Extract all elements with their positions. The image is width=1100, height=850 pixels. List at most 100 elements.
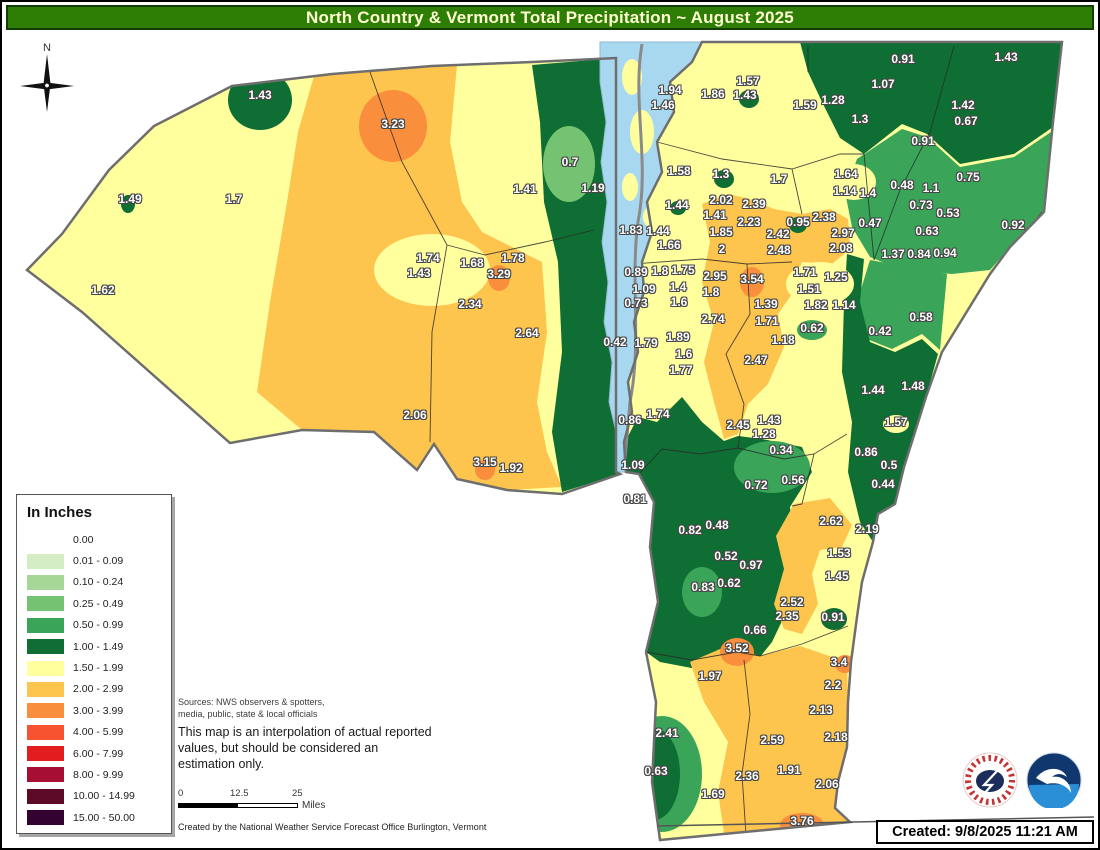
region-vt-east-green (842, 254, 938, 542)
compass-rose: N (18, 40, 76, 121)
region-dot-13 (714, 170, 734, 188)
legend-label: 15.00 - 50.00 (73, 811, 135, 824)
region-ny-pale-patch (374, 234, 490, 306)
legend-swatch (27, 660, 64, 676)
created-timestamp-box: Created: 9/8/2025 11:21 AM (876, 820, 1094, 844)
region-dot-066 (744, 624, 764, 648)
region-pale-157 (883, 415, 909, 433)
compass-n-label: N (43, 42, 51, 54)
scale-bar: 0 12.5 25 Miles (178, 788, 325, 811)
legend-row: 0.10 - 0.24 (27, 572, 163, 593)
ny-county-lines (369, 71, 595, 443)
disclaimer-note: This map is an interpolation of actual r… (178, 724, 432, 772)
legend-row: 6.00 - 7.99 (27, 743, 163, 764)
legend-panel: In Inches 0.00 0.01 - 0.09 0.10 - 0.24 0.25… (16, 494, 172, 834)
legend-row: 0.50 - 0.99 (27, 615, 163, 636)
legend-label: 8.00 - 9.99 (73, 768, 124, 781)
legend-row: 0.25 - 0.49 (27, 593, 163, 614)
legend-swatch (27, 596, 64, 612)
disclaimer-line3: estimation only. (178, 757, 264, 771)
scale-tick-0: 0 (178, 788, 184, 799)
region-orange-354 (740, 267, 764, 297)
disclaimer-line2: values, but should be considered an (178, 741, 379, 755)
legend-row: 3.00 - 3.99 (27, 700, 163, 721)
region-vt-south-amber-blob (774, 498, 852, 634)
legend-row: 4.00 - 5.99 (27, 722, 163, 743)
compass-hub (44, 82, 50, 89)
legend-label: 0.50 - 0.99 (73, 619, 124, 632)
legend-swatch (27, 617, 64, 633)
legend-swatch (27, 681, 64, 697)
region-orange-323 (359, 90, 427, 162)
legend-swatch (27, 639, 64, 655)
legend-swatch (27, 553, 64, 569)
legend-title: In Inches (27, 504, 93, 521)
legend-row: 8.00 - 9.99 (27, 764, 163, 785)
legend-label: 3.00 - 3.99 (73, 704, 124, 717)
legend-label: 6.00 - 7.99 (73, 747, 124, 760)
scale-bar-unit: Miles (302, 800, 326, 811)
region-vt-ne-medium (845, 129, 1051, 274)
legend-label: 1.00 - 1.49 (73, 640, 124, 653)
region-dot-095 (789, 217, 807, 233)
region-medium-034 (734, 441, 810, 493)
region-dot-091 (821, 608, 847, 630)
region-medium-062 (797, 320, 827, 340)
legend-swatch (27, 574, 64, 590)
legend-row: 10.00 - 14.99 (27, 786, 163, 807)
region-pale-164 (832, 164, 876, 200)
sources-line1: Sources: NWS observers & spotters, (178, 697, 325, 707)
scale-bar-rule: Miles (178, 800, 325, 811)
scale-bar-ticks: 0 12.5 25 (178, 788, 318, 799)
legend-swatch (27, 788, 64, 804)
vt-county-lines (631, 45, 1043, 836)
legend-label: 2.00 - 2.99 (73, 683, 124, 696)
legend-row: 2.00 - 2.99 (27, 679, 163, 700)
lake-island (622, 59, 642, 95)
region-green-07 (543, 126, 595, 202)
legend-swatch (27, 767, 64, 783)
region-vt-medium-s (857, 260, 947, 350)
noaa-logo-icon (1026, 752, 1082, 808)
lake-island (622, 173, 638, 201)
legend-label: 0.10 - 0.24 (73, 576, 124, 589)
legend-row: 0.01 - 0.09 (27, 550, 163, 571)
legend-row: 1.50 - 1.99 (27, 657, 163, 678)
created-timestamp: Created: 9/8/2025 11:21 AM (892, 824, 1078, 840)
south-border-extension (656, 816, 1095, 827)
region-orange-329 (488, 265, 510, 291)
sources-note: Sources: NWS observers & spotters, media… (178, 696, 325, 720)
nws-logo-icon (962, 752, 1018, 808)
map-title: North Country & Vermont Total Precipitat… (306, 7, 794, 27)
scale-tick-12-5: 12.5 (230, 788, 249, 799)
legend-swatch (27, 724, 64, 740)
region-medium-083 (682, 567, 722, 617)
region-vt-central-amber (702, 194, 850, 439)
legend-label: 0.25 - 0.49 (73, 597, 124, 610)
region-pale-171 (786, 262, 854, 306)
legend-label: 0.00 (73, 533, 94, 546)
legend-swatch (27, 746, 64, 762)
scale-bar-filled-segment (178, 803, 238, 808)
legend-label: 4.00 - 5.99 (73, 726, 124, 739)
legend-label: 0.01 - 0.09 (73, 555, 124, 568)
region-green-149 (121, 195, 135, 213)
credit-note: Created by the National Weather Service … (178, 822, 487, 832)
map-title-bar: North Country & Vermont Total Precipitat… (6, 5, 1094, 30)
region-vt-north-green (800, 42, 1062, 164)
region-dot-144 (670, 201, 686, 215)
legend-label: 1.50 - 1.99 (73, 662, 124, 675)
legend-label: 10.00 - 14.99 (73, 790, 135, 803)
region-orange-315 (475, 460, 495, 480)
disclaimer-line1: This map is an interpolation of actual r… (178, 725, 432, 739)
scale-tick-25: 25 (292, 788, 303, 799)
legend-row: 1.00 - 1.49 (27, 636, 163, 657)
region-ny-detail (121, 58, 620, 492)
legend-swatch (27, 703, 64, 719)
legend-row: 0.00 (27, 529, 163, 550)
legend-swatch (27, 810, 64, 826)
legend-rows: 0.00 0.01 - 0.09 0.10 - 0.24 0.25 - 0.49 0.5… (27, 529, 163, 828)
agency-logos (962, 752, 1082, 808)
